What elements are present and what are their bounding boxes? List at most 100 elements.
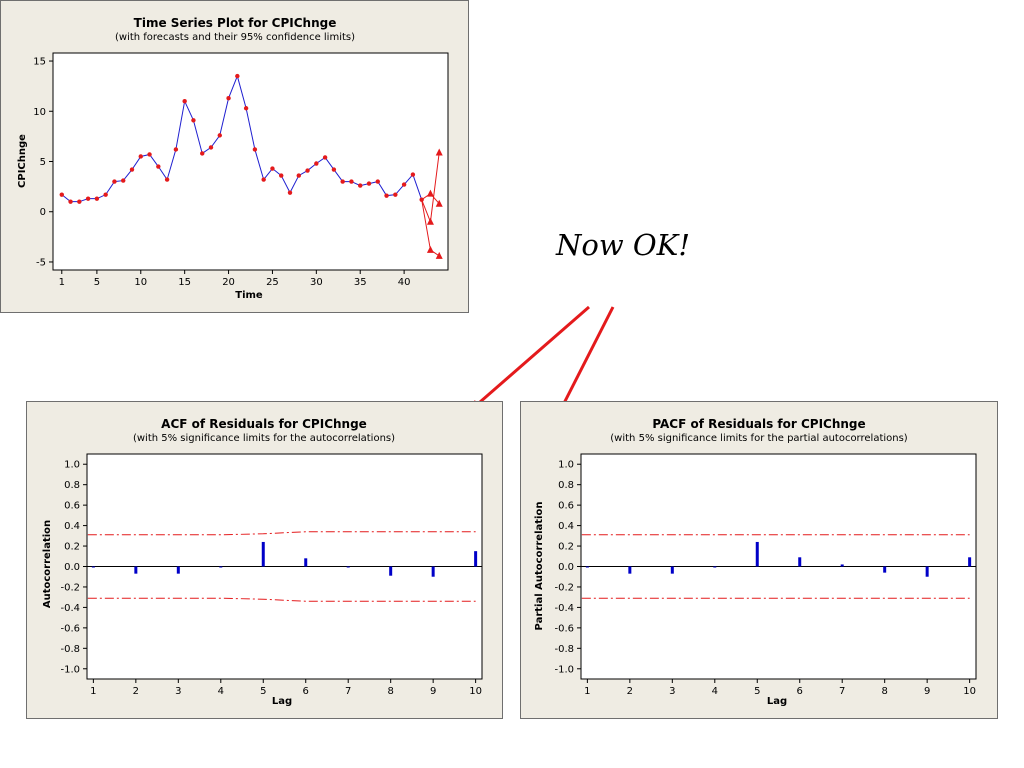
ts-data-point bbox=[191, 118, 196, 123]
pacf-bar-lag-5 bbox=[755, 541, 759, 567]
ts-x-tick-label: 35 bbox=[354, 277, 367, 288]
acf-bar-lag-1 bbox=[91, 566, 95, 568]
pacf-x-tick-label: 7 bbox=[839, 686, 845, 697]
ts-data-point bbox=[314, 161, 319, 166]
ts-data-point bbox=[77, 199, 82, 204]
pacf-bar-lag-6 bbox=[798, 557, 802, 567]
acf-x-tick-label: 2 bbox=[133, 686, 139, 697]
ts-forecast-marker bbox=[426, 189, 434, 197]
acf-bar-lag-9 bbox=[431, 566, 435, 577]
ts-x-axis-label: Time bbox=[235, 290, 263, 301]
acf-y-tick-label: 0.4 bbox=[64, 521, 80, 532]
ts-data-point bbox=[208, 145, 214, 150]
ts-data-point bbox=[270, 166, 275, 171]
pacf-bar-lag-8 bbox=[883, 566, 887, 573]
acf-x-tick-label: 9 bbox=[430, 686, 436, 697]
acf-x-tick-label: 4 bbox=[218, 686, 224, 697]
pacf-y-tick-label: 0.4 bbox=[558, 521, 574, 532]
ts-data-point bbox=[112, 179, 117, 184]
pacf-x-tick-label: 10 bbox=[963, 686, 976, 697]
acf-y-tick-label: -0.2 bbox=[60, 582, 80, 593]
pacf-x-tick-label: 8 bbox=[881, 686, 887, 697]
ts-data-point bbox=[200, 151, 205, 156]
pacf-x-tick-label: 5 bbox=[754, 686, 760, 697]
acf-bar-lag-6 bbox=[304, 558, 308, 567]
ts-data-point bbox=[375, 179, 380, 184]
acf-x-tick-label: 10 bbox=[469, 686, 482, 697]
acf-chart: ACF of Residuals for CPIChnge (with 5% s… bbox=[26, 401, 503, 719]
ts-upper-marker bbox=[426, 217, 434, 225]
pacf-x-tick-label: 4 bbox=[712, 686, 718, 697]
ts-data-point bbox=[217, 133, 222, 138]
ts-data-point bbox=[103, 192, 108, 197]
arrow-to-acf bbox=[470, 305, 590, 411]
pacf-svg: PACF of Residuals for CPIChnge (with 5% … bbox=[534, 417, 977, 707]
ts-y-tick-label: 0 bbox=[40, 207, 46, 218]
acf-y-tick-label: -0.6 bbox=[60, 623, 80, 634]
ts-chart-title: Time Series Plot for CPIChnge bbox=[134, 16, 337, 30]
acf-bar-lag-3 bbox=[176, 566, 180, 574]
acf-lower-limit-line bbox=[87, 597, 476, 602]
ts-forecast-marker bbox=[435, 199, 443, 207]
ts-x-tick-label: 10 bbox=[134, 277, 147, 288]
ts-lower-marker bbox=[426, 245, 434, 253]
ts-data-point bbox=[393, 192, 398, 197]
acf-bar-lag-7 bbox=[346, 566, 350, 568]
acf-bar-lag-10 bbox=[474, 551, 478, 567]
pacf-bar-lag-9 bbox=[925, 566, 929, 577]
pacf-y-tick-label: 0.0 bbox=[558, 562, 574, 573]
pacf-y-tick-label: 0.6 bbox=[558, 501, 574, 512]
ts-data-point bbox=[182, 99, 187, 104]
ts-data-point bbox=[322, 155, 328, 160]
ts-data-point bbox=[85, 196, 91, 201]
acf-bar-lag-8 bbox=[389, 566, 393, 576]
ts-data-point bbox=[235, 73, 240, 79]
ts-data-point bbox=[331, 167, 337, 172]
pacf-y-tick-label: 0.2 bbox=[558, 542, 574, 553]
ts-data-point bbox=[156, 164, 161, 169]
arrow-to-pacf bbox=[556, 306, 615, 417]
ts-lower-marker bbox=[435, 251, 443, 259]
pacf-y-tick-label: -0.4 bbox=[554, 603, 574, 614]
ts-y-axis-label: CPIChnge bbox=[17, 134, 28, 188]
pacf-bar-lag-3 bbox=[670, 566, 674, 574]
time-series-svg: Time Series Plot for CPIChnge (with fore… bbox=[17, 16, 449, 301]
pacf-chart-subtitle: (with 5% significance limits for the par… bbox=[610, 433, 908, 444]
ts-y-tick-label: -5 bbox=[36, 257, 46, 268]
pacf-y-tick-label: -1.0 bbox=[554, 664, 574, 675]
ts-data-point bbox=[94, 196, 100, 201]
pacf-y-axis-label: Partial Autocorrelation bbox=[534, 502, 545, 631]
acf-x-tick-label: 3 bbox=[175, 686, 181, 697]
acf-y-tick-label: 1.0 bbox=[64, 460, 80, 471]
ts-data-point bbox=[349, 179, 354, 184]
ts-upper-marker bbox=[435, 148, 443, 156]
pacf-x-tick-label: 2 bbox=[627, 686, 633, 697]
acf-y-tick-label: -0.8 bbox=[60, 644, 80, 655]
pacf-x-tick-label: 1 bbox=[584, 686, 590, 697]
ts-data-point bbox=[279, 173, 284, 178]
now-ok-annotation: Now OK! bbox=[556, 228, 690, 262]
pacf-y-tick-label: -0.2 bbox=[554, 582, 574, 593]
ts-data-point bbox=[305, 168, 310, 173]
ts-data-point bbox=[138, 154, 143, 159]
acf-bar-lag-2 bbox=[134, 566, 138, 574]
ts-data-point bbox=[243, 106, 249, 111]
pacf-x-tick-label: 3 bbox=[669, 686, 675, 697]
ts-data-point bbox=[173, 147, 179, 152]
ts-data-point bbox=[261, 177, 266, 182]
acf-x-tick-label: 5 bbox=[260, 686, 266, 697]
ts-chart-subtitle: (with forecasts and their 95% confidence… bbox=[115, 32, 355, 43]
pacf-bar-lag-4 bbox=[713, 566, 717, 568]
ts-x-tick-label: 25 bbox=[266, 277, 279, 288]
ts-data-point bbox=[252, 147, 258, 152]
ts-data-point bbox=[59, 192, 64, 197]
ts-data-point bbox=[340, 179, 345, 184]
ts-x-tick-label: 15 bbox=[178, 277, 191, 288]
ts-x-tick-label: 5 bbox=[94, 277, 100, 288]
ts-x-tick-label: 40 bbox=[398, 277, 411, 288]
acf-y-tick-label: -0.4 bbox=[60, 603, 80, 614]
pacf-x-axis-label: Lag bbox=[767, 696, 787, 707]
pacf-y-tick-label: -0.8 bbox=[554, 644, 574, 655]
ts-y-tick-label: 5 bbox=[40, 157, 46, 168]
